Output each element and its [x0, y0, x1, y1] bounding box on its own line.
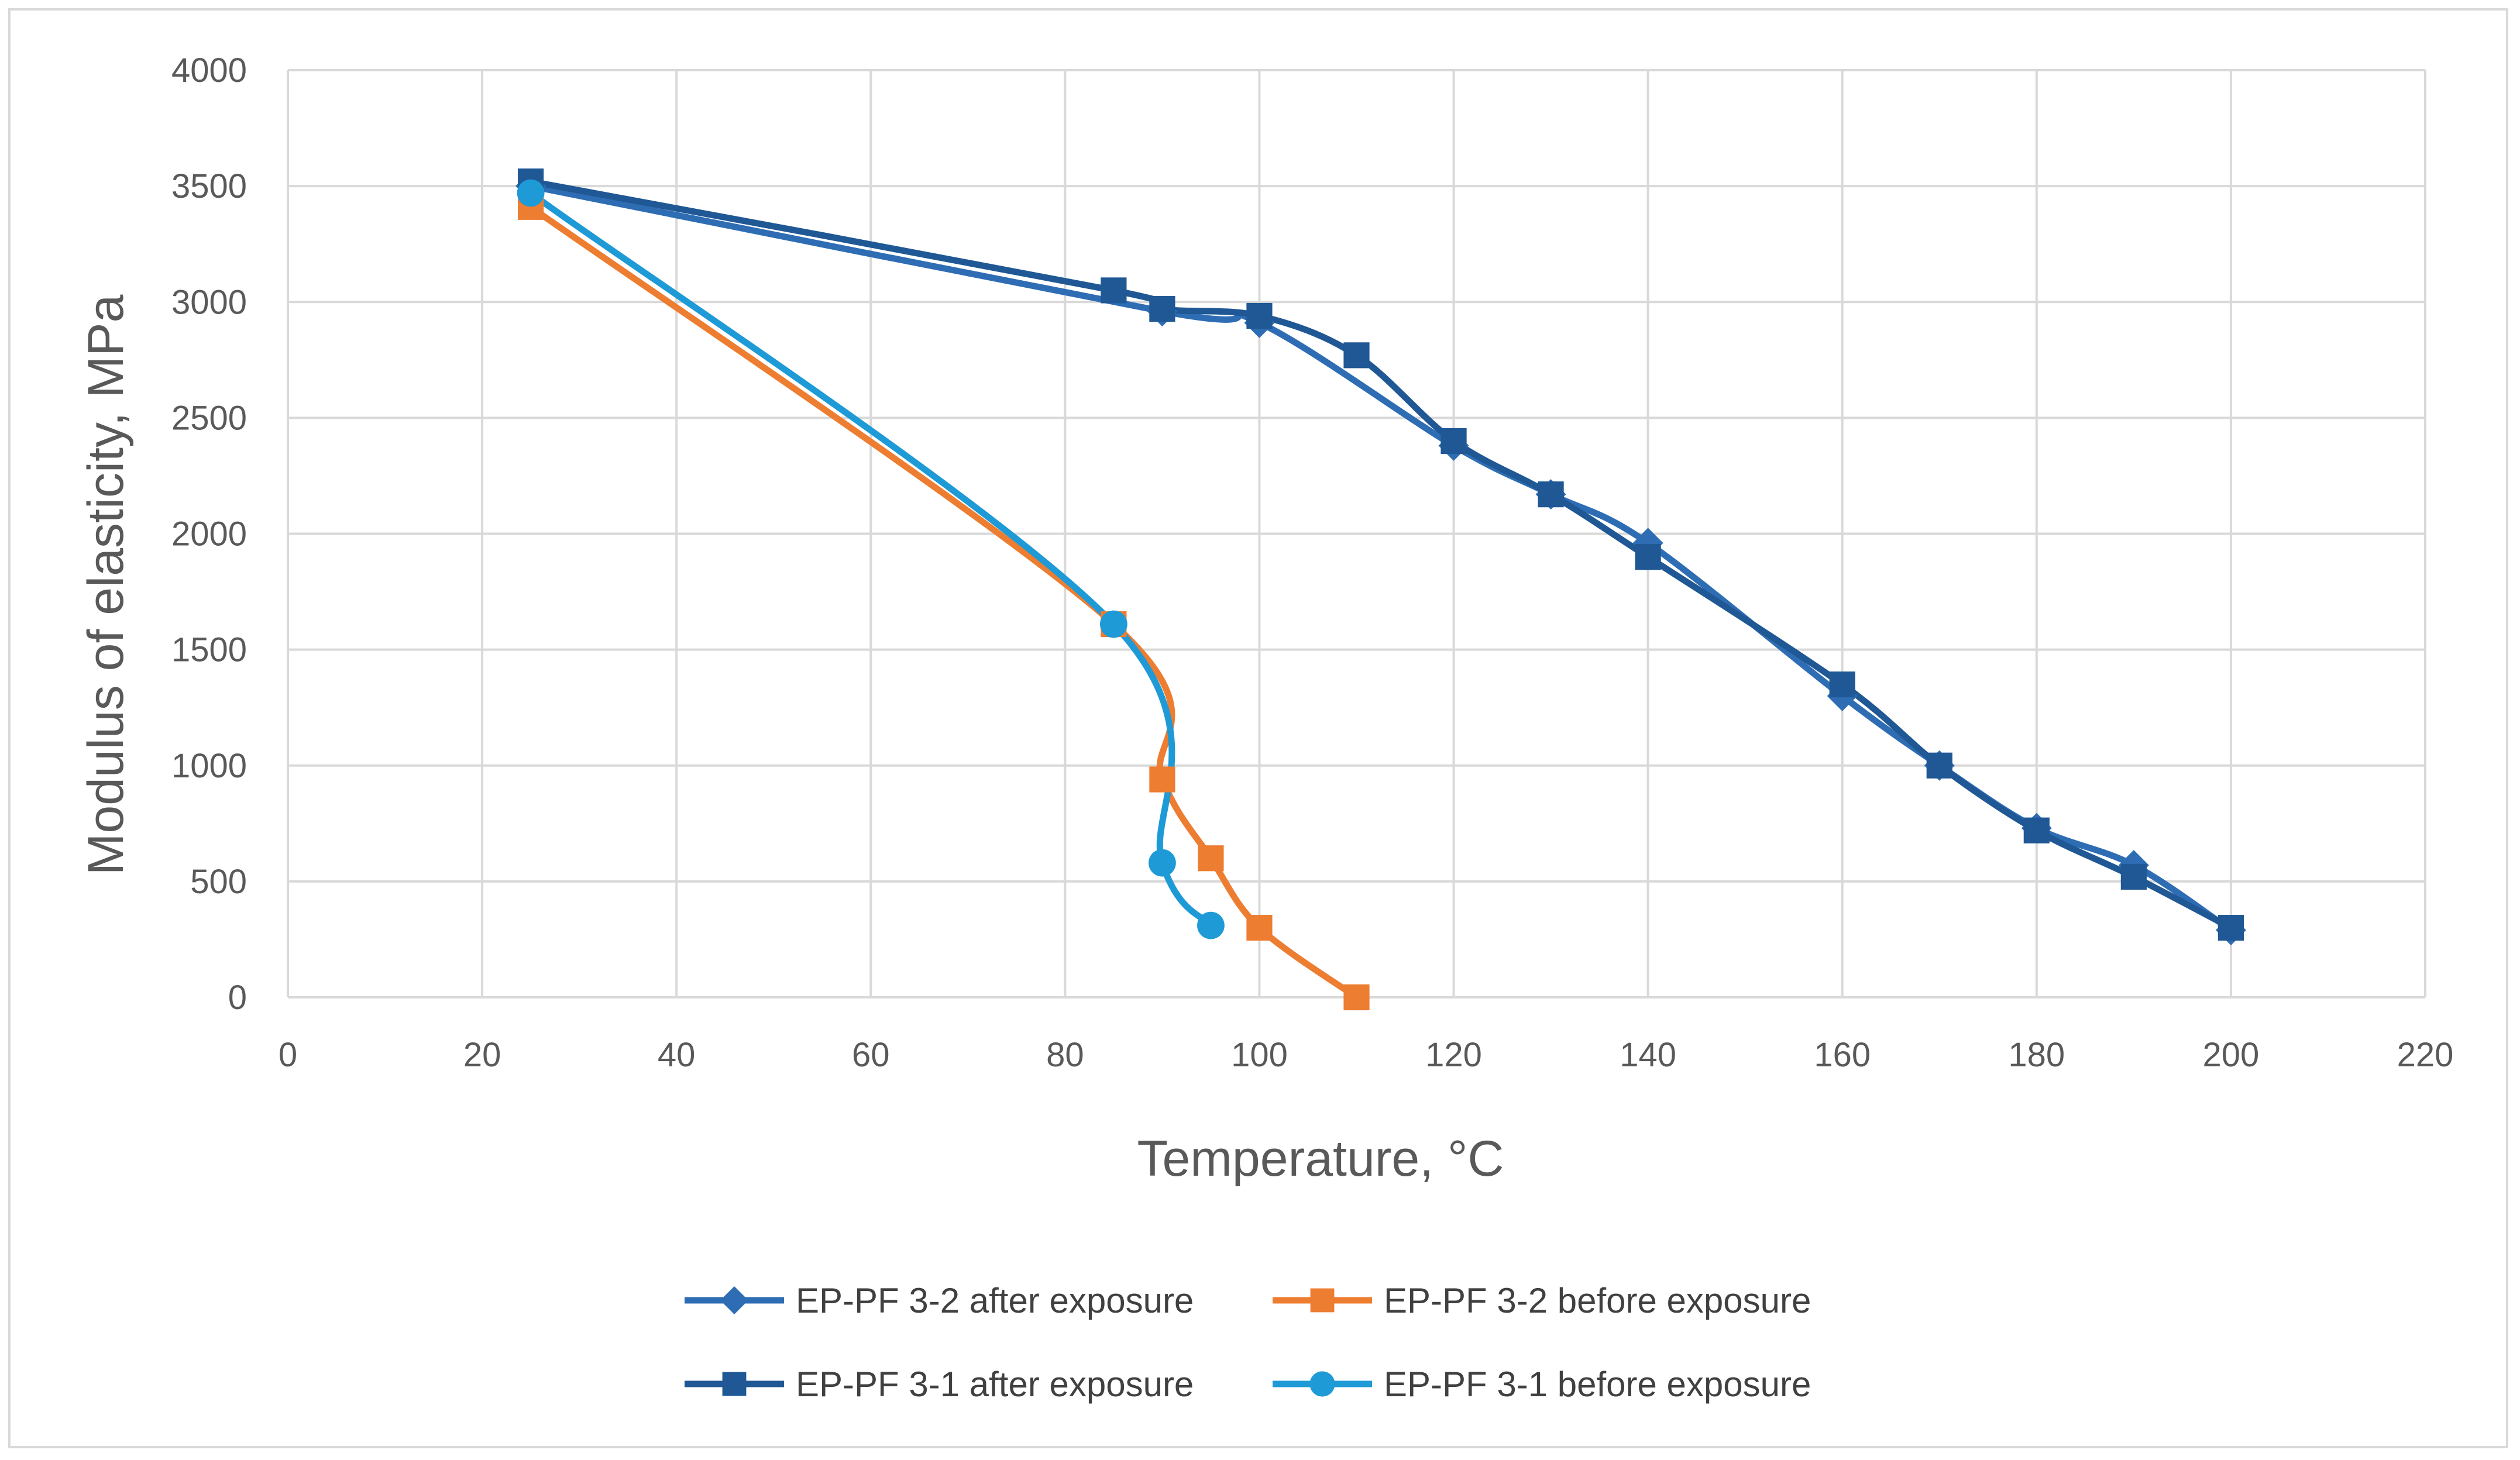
data-point: [1246, 302, 1273, 329]
x-tick-label: 20: [463, 1036, 501, 1074]
x-tick-label: 60: [852, 1036, 890, 1074]
series-lines: [527, 178, 2234, 1001]
y-tick-labels: 0 500 1000 1500 2000 2500 3000 3500 4000: [171, 51, 247, 1017]
data-point: [1197, 911, 1225, 939]
x-tick-label: 40: [658, 1036, 696, 1074]
data-point: [1246, 915, 1273, 941]
data-point: [1635, 544, 1661, 570]
data-point: [2023, 817, 2050, 843]
legend-label: EP-PF 3-2 after exposure: [796, 1281, 1194, 1320]
data-point: [1343, 984, 1370, 1011]
data-point: [1343, 342, 1370, 369]
gridlines: [287, 69, 2426, 998]
x-tick-label: 120: [1425, 1036, 1482, 1074]
series-line-1: [527, 182, 2234, 934]
legend-swatch-marker: [722, 1372, 747, 1396]
data-point: [1101, 277, 1127, 304]
series-line-3: [527, 178, 2234, 931]
data-point: [517, 179, 545, 207]
y-tick-label: 1000: [171, 747, 247, 785]
y-tick-label: 2000: [171, 515, 247, 553]
x-tick-label: 160: [1814, 1036, 1871, 1074]
legend-label: EP-PF 3-2 before exposure: [1384, 1281, 1811, 1320]
legend-item: EP-PF 3-2 before exposure: [1273, 1281, 1811, 1320]
legend-swatch-marker: [1310, 1288, 1335, 1313]
x-tick-label: 220: [2397, 1036, 2454, 1074]
legend-label: EP-PF 3-1 before exposure: [1384, 1365, 1811, 1404]
y-tick-label: 4000: [171, 51, 247, 89]
data-point: [1441, 428, 1467, 454]
series-3-points: [518, 168, 2244, 941]
x-tick-label: 0: [279, 1036, 297, 1074]
series-line-2: [527, 204, 1360, 1001]
legend-swatch-marker: [1309, 1371, 1335, 1397]
data-point: [1829, 671, 1855, 698]
data-point: [1149, 849, 1176, 877]
x-tick-label: 140: [1620, 1036, 1676, 1074]
y-tick-label: 0: [228, 979, 247, 1017]
x-axis-title: Temperature, °C: [1137, 1131, 1504, 1187]
data-point: [1538, 481, 1564, 508]
data-point: [1149, 766, 1175, 793]
data-point: [2120, 863, 2147, 890]
y-tick-label: 1500: [171, 631, 247, 669]
legend: EP-PF 3-2 after exposure EP-PF 3-2 before…: [685, 1281, 1811, 1404]
x-tick-labels: 0 20 40 60 80 100 120 140 160 180 200 220: [279, 1036, 2454, 1074]
y-tick-label: 3000: [171, 283, 247, 321]
legend-label: EP-PF 3-1 after exposure: [796, 1365, 1194, 1404]
y-tick-label: 3500: [171, 167, 247, 205]
x-tick-label: 200: [2203, 1036, 2260, 1074]
x-tick-label: 80: [1046, 1036, 1084, 1074]
y-axis-title: Modulus of elasticity, MPa: [78, 295, 134, 876]
y-tick-label: 2500: [171, 399, 247, 437]
legend-item: EP-PF 3-2 after exposure: [685, 1281, 1194, 1320]
y-tick-label: 500: [190, 863, 247, 901]
x-tick-label: 100: [1231, 1036, 1288, 1074]
series-4-points: [517, 179, 1225, 939]
data-point: [1149, 296, 1175, 322]
data-point: [2218, 915, 2244, 941]
legend-item: EP-PF 3-1 after exposure: [685, 1365, 1194, 1404]
data-point: [1198, 845, 1224, 872]
data-point: [1099, 610, 1127, 638]
series-markers: [515, 168, 2246, 1011]
data-point: [1926, 752, 1952, 779]
legend-swatch-marker: [720, 1286, 748, 1314]
x-tick-label: 180: [2008, 1036, 2065, 1074]
legend-item: EP-PF 3-1 before exposure: [1273, 1365, 1811, 1404]
series-1-points: [515, 171, 2246, 946]
